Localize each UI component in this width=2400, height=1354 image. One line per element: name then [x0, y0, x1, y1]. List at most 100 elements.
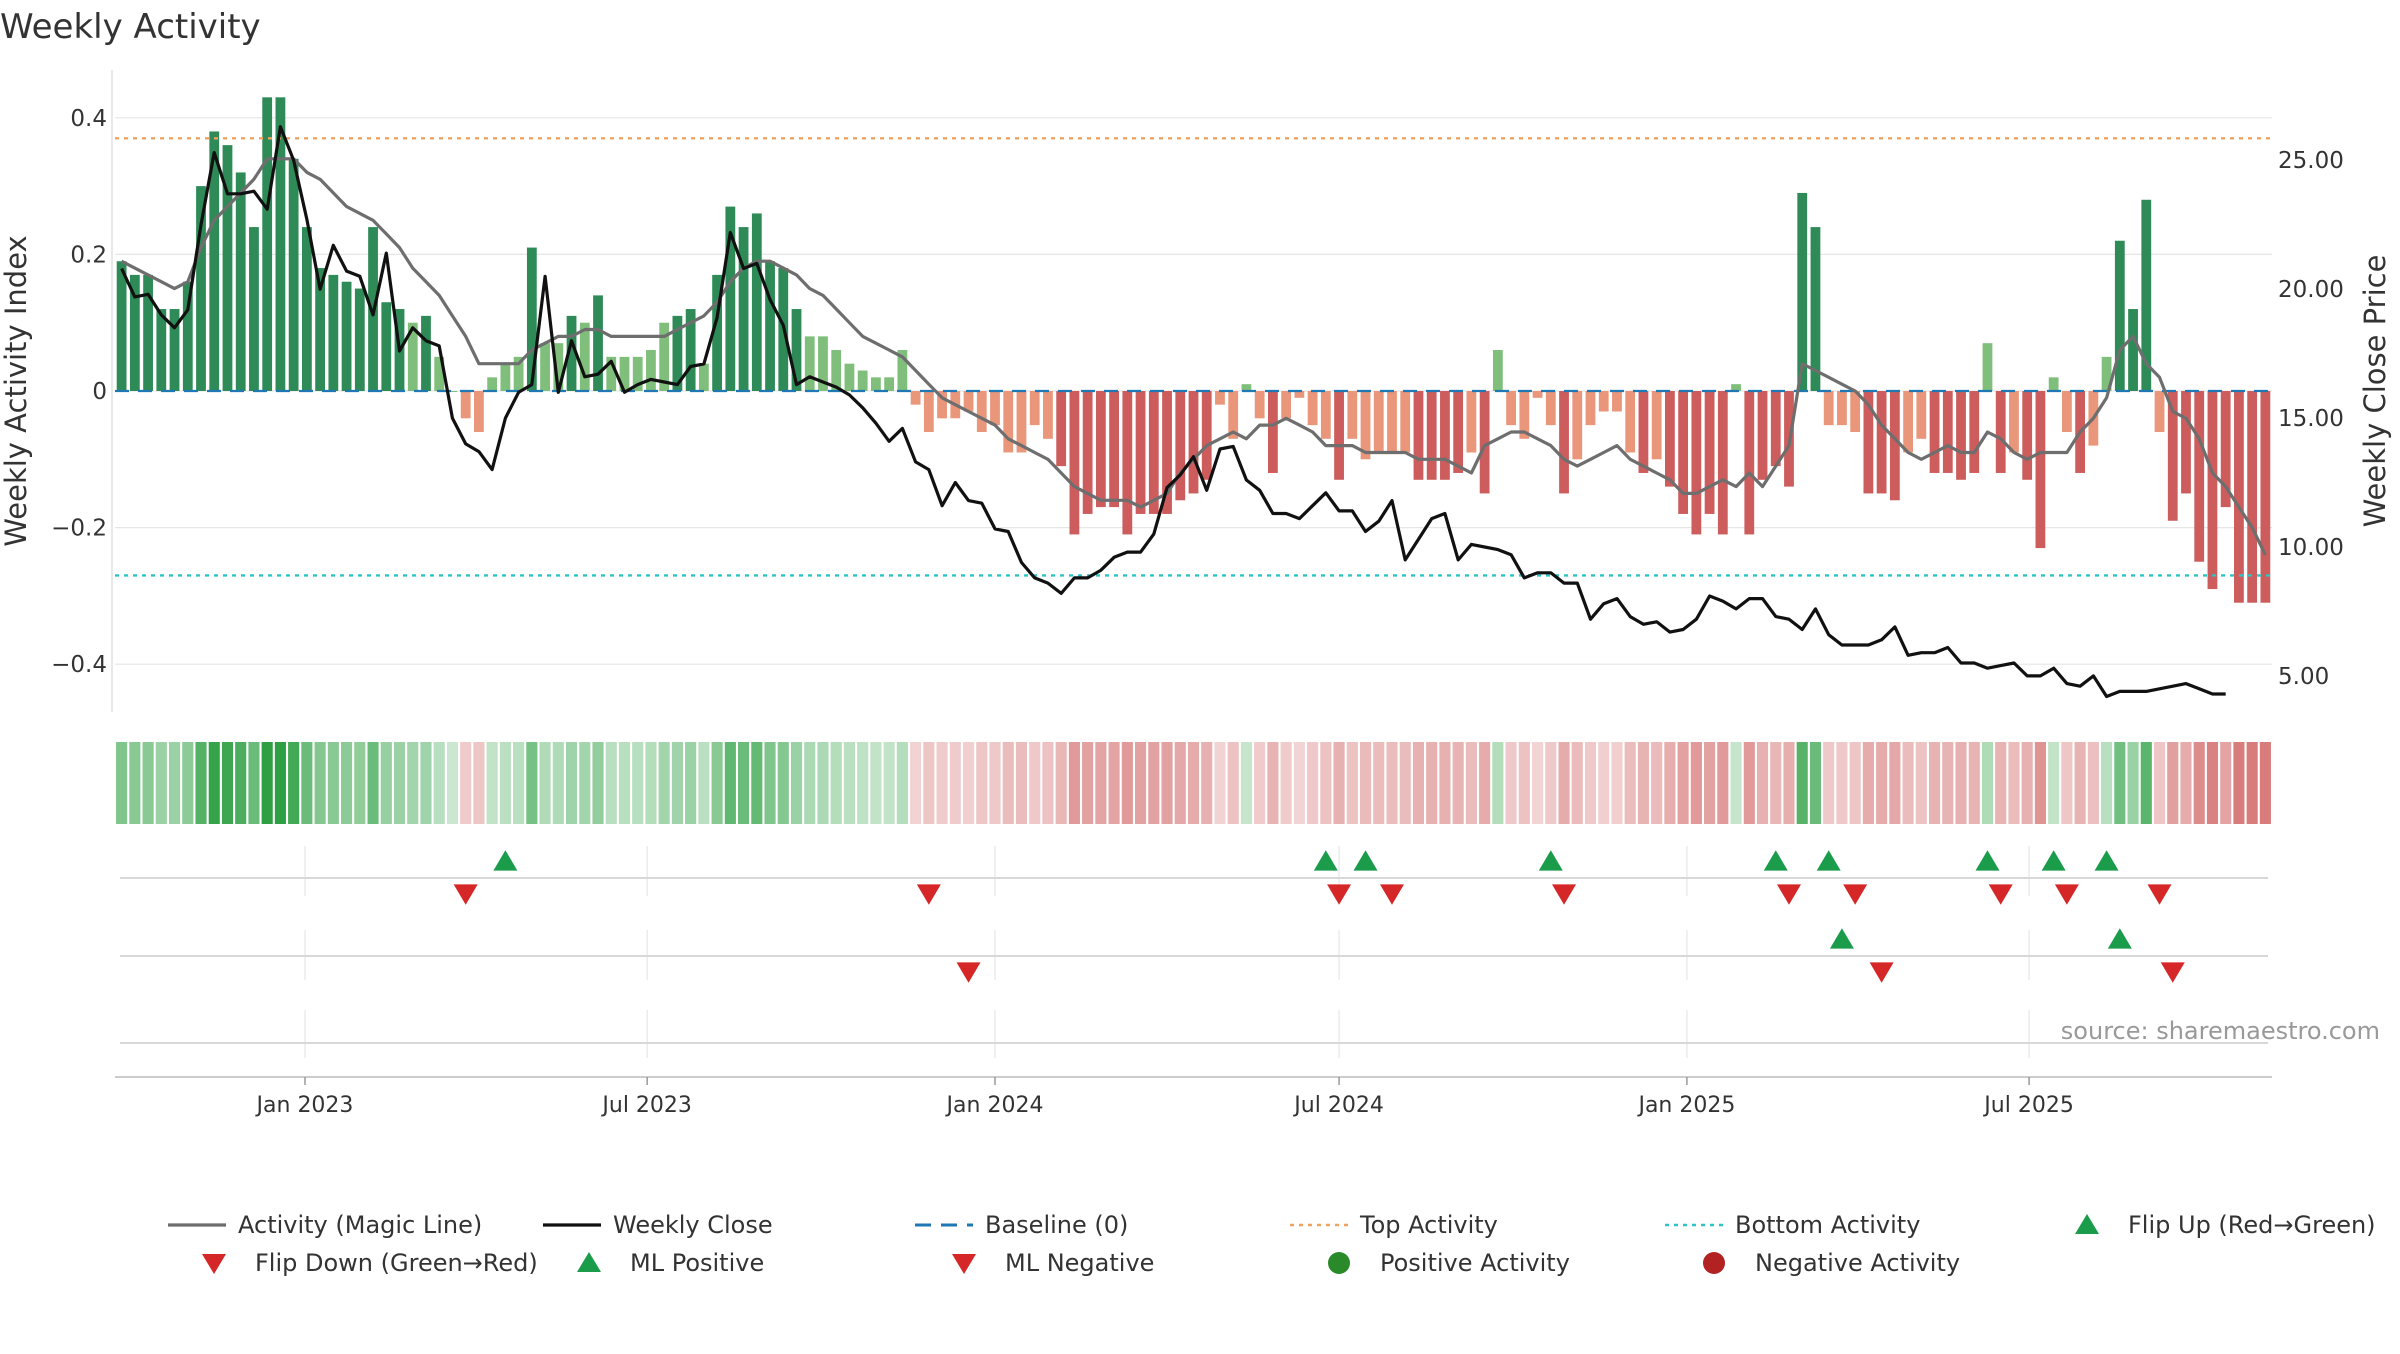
activity-bar	[513, 356, 524, 391]
legend-swatch	[952, 1254, 976, 1274]
activity-bar	[275, 97, 286, 391]
heat-cell	[1015, 742, 1028, 824]
x-tick-label: Jan 2025	[1636, 1093, 1735, 1118]
heat-cell	[129, 742, 141, 824]
y2-tick-label: 15.00	[2278, 406, 2344, 432]
heat-cell	[658, 742, 670, 824]
activity-bar	[566, 315, 577, 391]
legend-item: Top Activity	[1290, 1211, 1498, 1239]
activity-bar	[129, 274, 140, 391]
heat-cell	[804, 742, 816, 824]
heat-cell	[1584, 742, 1597, 824]
heat-cell	[1756, 742, 1769, 824]
heat-cell	[1293, 742, 1305, 824]
heat-cell	[2127, 742, 2139, 824]
activity-bar	[2114, 240, 2125, 391]
heat-cell	[923, 742, 935, 824]
ml-negative-marker	[1988, 884, 2013, 905]
activity-bar	[1003, 391, 1014, 453]
activity-bar	[460, 391, 471, 419]
heat-cell	[1492, 742, 1504, 824]
activity-bar	[2128, 309, 2138, 391]
activity-bar	[1876, 391, 1887, 494]
activity-bar	[1757, 391, 1768, 480]
heat-cell	[1955, 742, 1967, 824]
heat-cell	[1928, 742, 1941, 824]
activity-bar	[1942, 391, 1953, 473]
activity-bar	[1850, 391, 1861, 432]
heat-cell	[1823, 742, 1835, 824]
activity-bar	[725, 206, 736, 391]
activity-bar	[1373, 391, 1384, 453]
heat-cell	[1598, 742, 1610, 824]
heat-cell	[592, 742, 604, 824]
heat-cell	[2167, 742, 2179, 824]
activity-bar	[301, 227, 312, 391]
flip-down-marker	[1869, 962, 1894, 983]
heat-cell	[2180, 742, 2192, 824]
ml-positive-marker	[2041, 850, 2066, 871]
heat-cell	[1981, 742, 1994, 824]
heat-cell	[1333, 742, 1345, 824]
legend-label: Positive Activity	[1380, 1249, 1570, 1277]
heat-cell	[380, 742, 392, 824]
heat-cell	[420, 742, 432, 824]
legend-item: Positive Activity	[1328, 1249, 1570, 1277]
activity-bar	[606, 356, 617, 391]
ml-positive-marker	[1816, 850, 1841, 871]
legend-item: Baseline (0)	[915, 1211, 1128, 1239]
activity-bar	[222, 145, 233, 391]
heat-cell	[605, 742, 617, 824]
activity-bar	[1585, 391, 1596, 426]
legend-swatch	[1328, 1252, 1350, 1274]
activity-bar	[262, 97, 273, 391]
ml-positive-marker	[1975, 850, 2000, 871]
heat-cell	[1545, 742, 1557, 824]
legend-label: ML Positive	[630, 1249, 764, 1277]
activity-bar	[1188, 391, 1199, 494]
activity-bar	[1413, 391, 1424, 480]
heat-cell	[2140, 742, 2152, 824]
heat-cell	[1611, 742, 1623, 824]
activity-bar	[1559, 391, 1569, 494]
flip-up-marker	[2107, 928, 2132, 949]
legend-item: Weekly Close	[543, 1211, 773, 1239]
legend-item: Negative Activity	[1703, 1249, 1960, 1277]
heat-cell	[1399, 742, 1411, 824]
heat-cell	[327, 742, 339, 824]
heat-cell	[1095, 742, 1107, 824]
y-tick-label: −0.2	[51, 516, 107, 542]
heat-cell	[1029, 742, 1041, 824]
activity-bar	[923, 391, 934, 432]
activity-bar	[500, 363, 511, 391]
activity-bar	[2234, 391, 2244, 603]
heat-cell	[182, 742, 194, 824]
activity-bar	[672, 315, 683, 391]
activity-heat-strip	[116, 742, 2271, 824]
activity-bar	[990, 391, 1000, 426]
y2-tick-label: 5.00	[2278, 664, 2329, 690]
heat-cell	[195, 742, 207, 824]
heat-cell	[261, 742, 273, 824]
heat-cell	[1876, 742, 1888, 824]
activity-bar	[2035, 391, 2046, 549]
activity-bar	[1704, 391, 1715, 514]
activity-bar	[1281, 391, 1292, 419]
ml-negative-marker	[1327, 884, 1352, 905]
heat-cell	[2034, 742, 2046, 824]
heat-cell	[473, 742, 485, 824]
activity-bar	[685, 309, 696, 391]
legend-swatch	[2075, 1214, 2099, 1234]
y-tick-label: 0.2	[70, 242, 107, 268]
heat-cell	[1849, 742, 1861, 824]
heat-cell	[1254, 742, 1266, 824]
ml-negative-marker	[2054, 884, 2079, 905]
activity-bar	[328, 274, 339, 391]
legend-label: Flip Down (Green→Red)	[255, 1249, 538, 1277]
activity-bar	[1294, 391, 1305, 398]
heat-cell	[1704, 742, 1716, 824]
heat-cell	[870, 742, 882, 824]
y-tick-label: −0.4	[51, 652, 107, 678]
activity-bar	[553, 343, 564, 391]
